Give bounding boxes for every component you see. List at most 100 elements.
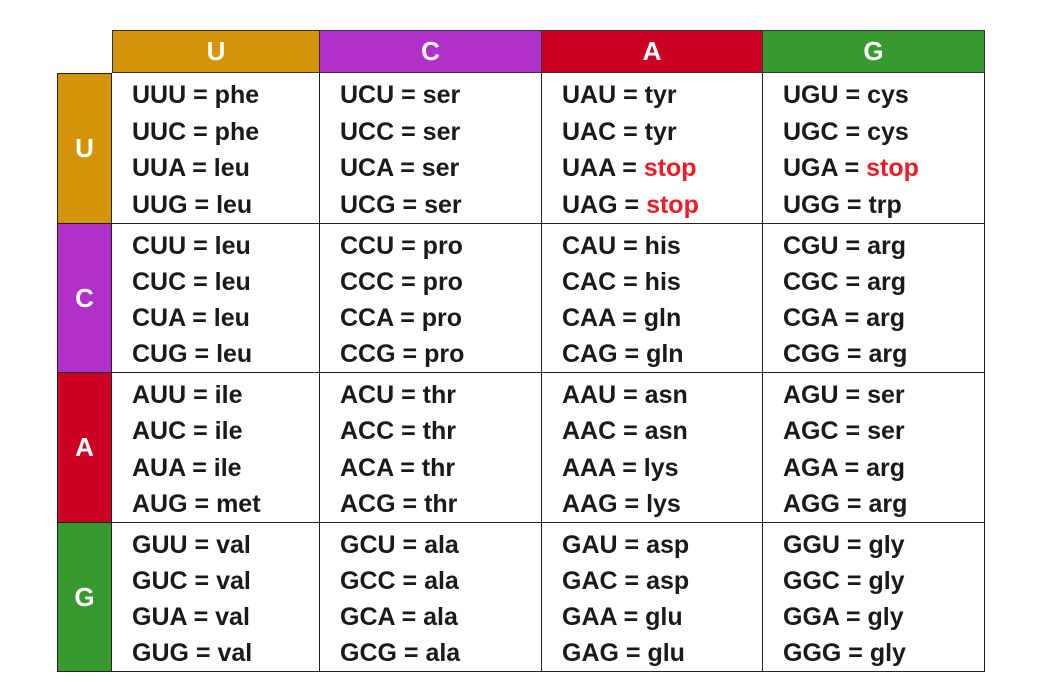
- equals-sign: =: [186, 268, 215, 296]
- table-corner: [57, 30, 112, 73]
- codon-entry: GCG = ala: [340, 635, 541, 671]
- amino-acid: leu: [216, 340, 253, 368]
- row-header-G: G: [57, 523, 112, 672]
- amino-acid: gly: [868, 567, 905, 595]
- equals-sign: =: [187, 531, 217, 559]
- equals-sign: =: [838, 117, 868, 146]
- codon-entry: CCC = pro: [340, 264, 541, 300]
- equals-sign: =: [616, 381, 645, 410]
- codon-triplet: AAU: [562, 381, 617, 410]
- codon-triplet: CCA: [340, 304, 394, 332]
- codon-entry: AGG = arg: [783, 486, 984, 522]
- equals-sign: =: [395, 190, 425, 219]
- codon-entry: CGC = arg: [783, 264, 984, 300]
- amino-acid: glu: [645, 603, 683, 631]
- equals-sign: =: [839, 603, 868, 631]
- codon-triplet: AGA: [783, 453, 838, 482]
- amino-acid: leu: [216, 190, 253, 219]
- equals-sign: =: [838, 417, 868, 446]
- codon-entry: UCC = ser: [340, 114, 541, 150]
- amino-acid: pro: [424, 340, 465, 368]
- codon-entry: CGA = arg: [783, 300, 984, 336]
- equals-sign: =: [395, 531, 425, 559]
- equals-sign: =: [186, 232, 215, 260]
- amino-acid: ala: [424, 567, 459, 595]
- equals-sign: =: [616, 117, 645, 146]
- amino-acid: arg: [867, 268, 906, 296]
- codon-triplet: AGG: [783, 489, 840, 518]
- codon-cell: ACU = thr ACC = thr ACA = thr ACG = thr: [320, 373, 542, 523]
- codon-entry: UGU = cys: [783, 77, 984, 113]
- amino-acid: pro: [421, 304, 463, 332]
- amino-acid: tyr: [644, 81, 677, 110]
- amino-acid: gln: [643, 304, 682, 332]
- codon-triplet: CCC: [340, 268, 395, 296]
- codon-triplet: GCA: [340, 603, 395, 631]
- codon-cell: AAU = asn AAC = asn AAA = lys AAG = lys: [542, 373, 763, 523]
- amino-acid: arg: [868, 489, 908, 518]
- amino-acid: leu: [213, 154, 250, 183]
- codon-triplet: GGC: [783, 567, 840, 595]
- codon-entry: AAU = asn: [562, 377, 762, 413]
- codon-entry: CAA = gln: [562, 300, 762, 336]
- equals-sign: =: [839, 340, 869, 368]
- amino-acid: asp: [646, 567, 690, 595]
- equals-sign: =: [187, 190, 217, 219]
- codon-triplet: UAC: [562, 117, 617, 146]
- equals-sign: =: [617, 531, 647, 559]
- amino-acid: met: [216, 489, 261, 518]
- equals-sign: =: [615, 304, 644, 332]
- column-header-G: G: [763, 30, 985, 73]
- equals-sign: =: [617, 489, 647, 518]
- codon-entry: ACC = thr: [340, 413, 541, 449]
- amino-acid: cys: [867, 81, 909, 110]
- equals-sign: =: [396, 639, 426, 667]
- codon-triplet: UUG: [132, 190, 188, 219]
- amino-acid: pro: [422, 232, 463, 260]
- codon-triplet: GUG: [132, 639, 189, 667]
- amino-acid: gly: [869, 639, 906, 667]
- codon-entry: GAC = asp: [562, 563, 762, 599]
- amino-acid: ala: [424, 531, 459, 559]
- amino-acid: thr: [422, 381, 456, 410]
- amino-acid: tyr: [644, 117, 677, 146]
- amino-acid: ile: [214, 381, 243, 410]
- codon-entry: GAA = glu: [562, 599, 762, 635]
- codon-cell: CGU = arg CGC = arg CGA = arg CGG = arg: [763, 224, 985, 373]
- codon-entry: GGC = gly: [783, 563, 984, 599]
- equals-sign: =: [187, 340, 217, 368]
- codon-entry: AUC = ile: [132, 413, 319, 449]
- amino-acid: ser: [867, 417, 905, 446]
- codon-entry: ACG = thr: [340, 486, 541, 522]
- codon-entry: UCG = ser: [340, 187, 541, 223]
- codon-entry: CGG = arg: [783, 336, 984, 372]
- amino-acid: ile: [213, 453, 242, 482]
- amino-acid: arg: [868, 340, 908, 368]
- amino-acid: gly: [867, 603, 904, 631]
- equals-sign: =: [616, 417, 645, 446]
- codon-cell: CCU = pro CCC = pro CCA = pro CCG = pro: [320, 224, 542, 373]
- amino-acid: thr: [421, 453, 456, 482]
- equals-sign: =: [394, 232, 423, 260]
- equals-sign: =: [185, 453, 214, 482]
- codon-triplet: UAU: [562, 81, 617, 110]
- row-header-C: C: [57, 224, 112, 373]
- codon-entry: AAA = lys: [562, 450, 762, 486]
- codon-triplet: GUA: [132, 603, 187, 631]
- amino-acid: his: [644, 268, 681, 296]
- amino-acid: arg: [866, 453, 906, 482]
- equals-sign: =: [394, 117, 423, 146]
- codon-triplet: CAU: [562, 232, 617, 260]
- amino-acid: asp: [646, 531, 690, 559]
- amino-acid: ala: [425, 639, 461, 667]
- codon-cell: UAU = tyr UAC = tyr UAA = stop UAG = stop: [542, 73, 763, 224]
- codon-entry: GGU = gly: [783, 527, 984, 563]
- codon-entry: UAG = stop: [562, 187, 762, 223]
- equals-sign: =: [839, 489, 869, 518]
- amino-acid: ser: [424, 190, 462, 219]
- codon-triplet: AGU: [783, 381, 839, 410]
- codon-triplet: UGG: [783, 190, 840, 219]
- codon-triplet: ACC: [340, 417, 395, 446]
- amino-acid: ser: [421, 154, 460, 183]
- codon-triplet: UGA: [783, 154, 838, 183]
